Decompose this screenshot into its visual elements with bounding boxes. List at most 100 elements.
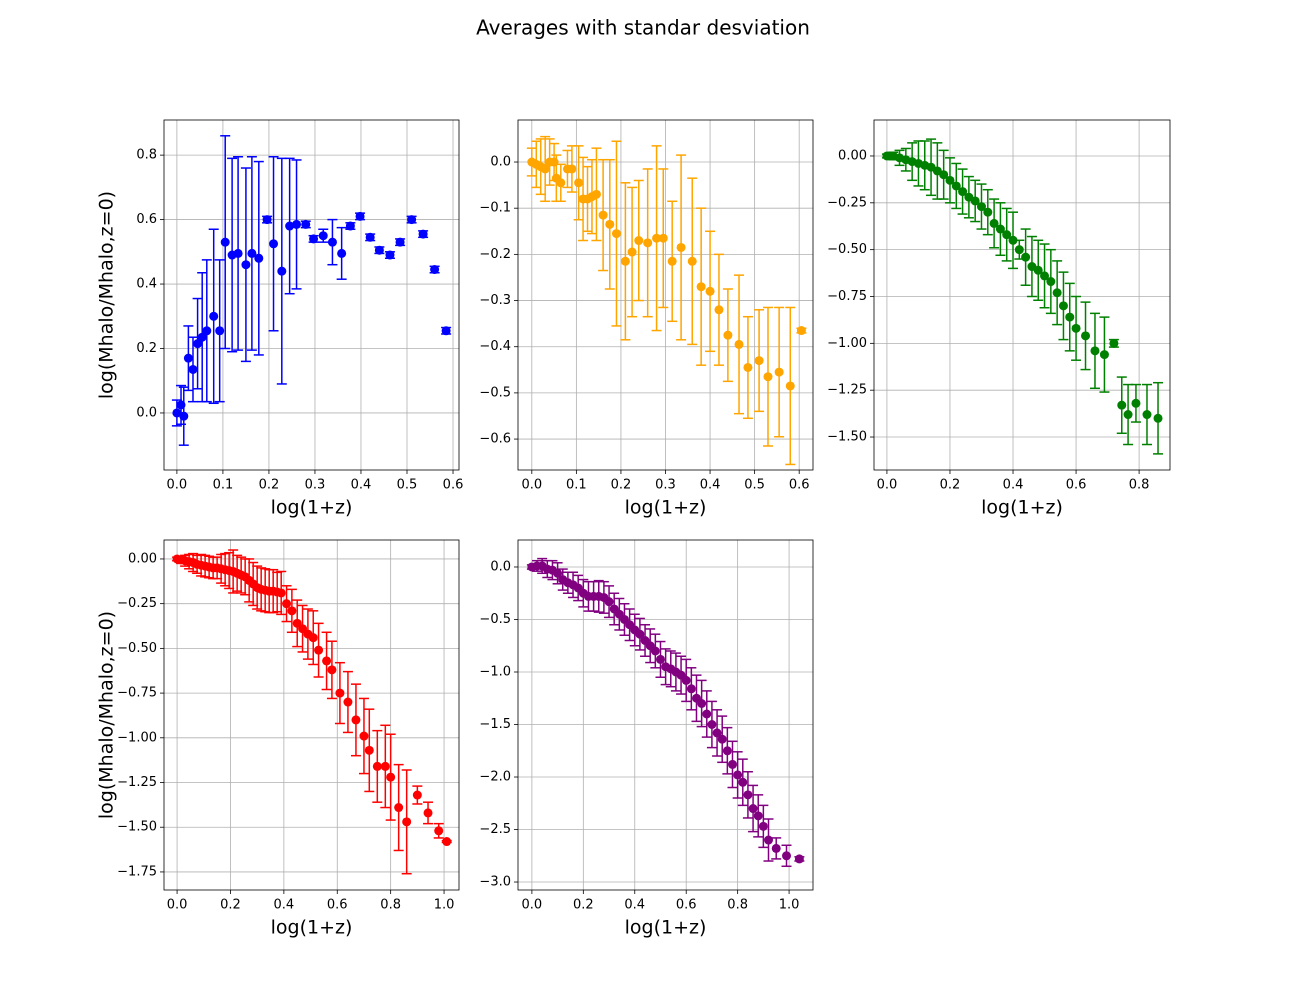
point: [785, 381, 795, 391]
point: [758, 821, 768, 831]
axes-frame: [517, 119, 814, 471]
x-tick-label: 0.2: [940, 478, 961, 493]
point: [714, 305, 724, 315]
point: [604, 597, 614, 607]
point: [179, 411, 189, 421]
point: [285, 221, 295, 231]
y-axis-label: log(Mhalo/Mhalo,z=0): [96, 191, 118, 399]
point: [309, 234, 319, 244]
y-tick-label: 0.00: [838, 148, 867, 163]
point: [308, 633, 318, 643]
point: [658, 233, 668, 243]
point: [634, 236, 644, 246]
y-tick-label: 0.0: [490, 155, 511, 170]
point: [549, 157, 559, 167]
point: [748, 804, 758, 814]
axes-frame: [517, 539, 814, 891]
x-tick-label: 0.4: [1003, 478, 1024, 493]
y-tick-label: −2.0: [479, 770, 511, 785]
point: [707, 720, 717, 730]
point: [882, 151, 892, 161]
y-tick-label: −0.1: [479, 201, 511, 216]
point: [727, 759, 737, 769]
point: [643, 238, 653, 248]
point: [269, 239, 279, 249]
point: [717, 734, 727, 744]
point: [282, 599, 292, 609]
point: [705, 286, 715, 296]
point: [374, 245, 384, 255]
point: [254, 253, 264, 263]
point: [359, 731, 369, 741]
x-axis-label: log(1+z): [981, 497, 1063, 519]
subplot: 0.0 0.1 0.2 0.3 0.4 0.5 0.6 0.0 −0.1 −0.2 −0.3 −0.4…: [479, 119, 814, 519]
x-axis-label: log(1+z): [271, 497, 353, 519]
point: [233, 248, 243, 258]
point: [262, 215, 272, 225]
point: [635, 629, 645, 639]
point: [650, 646, 660, 656]
y-tick-label: −0.4: [479, 339, 511, 354]
point: [945, 175, 955, 185]
y-tick-label: −1.25: [827, 383, 867, 398]
point: [1142, 410, 1152, 420]
y-tick-label: −2.5: [479, 822, 511, 837]
point: [989, 218, 999, 228]
point: [753, 811, 763, 821]
point: [434, 826, 444, 836]
point: [277, 266, 287, 276]
x-tick-label: 0.6: [1066, 478, 1087, 493]
point: [402, 817, 412, 827]
y-tick-label: −1.50: [117, 820, 157, 835]
point: [1033, 265, 1043, 275]
point: [567, 164, 577, 174]
point: [958, 187, 968, 197]
axes-frame: [163, 119, 460, 471]
point: [696, 282, 706, 292]
point: [722, 746, 732, 756]
point: [394, 803, 404, 813]
y-tick-label: −1.25: [117, 775, 157, 790]
y-tick-label: −0.50: [117, 641, 157, 656]
point: [574, 178, 584, 188]
point: [1040, 271, 1050, 281]
point: [301, 219, 311, 229]
x-tick-label: 0.3: [305, 478, 326, 493]
y-tick-label: −0.75: [117, 686, 157, 701]
point: [364, 745, 374, 755]
x-tick-label: 0.6: [676, 898, 697, 913]
x-tick-label: 0.4: [274, 898, 295, 913]
point: [939, 170, 949, 180]
x-tick-label: 0.0: [167, 898, 188, 913]
point: [172, 408, 182, 418]
point: [723, 330, 733, 340]
x-tick-label: 0.2: [220, 898, 241, 913]
point: [681, 675, 691, 685]
point: [351, 715, 361, 725]
point: [553, 568, 563, 578]
point: [1071, 323, 1081, 333]
y-tick-label: −1.5: [479, 717, 511, 732]
subplot: 0.0 0.2 0.4 0.6 0.8 1.0 0.00 −0.25 −0.50 −0.75 −1.…: [96, 539, 460, 939]
point: [1123, 410, 1133, 420]
y-tick-label: 0.8: [136, 148, 157, 163]
point: [1052, 288, 1062, 298]
point: [1117, 400, 1127, 410]
axes-frame: [163, 539, 460, 891]
point: [738, 777, 748, 787]
y-tick-label: 0.6: [136, 212, 157, 227]
point: [970, 196, 980, 206]
point: [743, 790, 753, 800]
point: [686, 684, 696, 694]
figure-title: Averages with standar desviation: [476, 16, 810, 40]
point: [215, 326, 225, 336]
x-tick-label: 0.4: [700, 478, 721, 493]
point: [292, 219, 302, 229]
point: [1099, 350, 1109, 360]
x-tick-label: 0.8: [727, 898, 748, 913]
x-tick-label: 0.5: [397, 478, 418, 493]
point: [343, 697, 353, 707]
point: [734, 339, 744, 349]
